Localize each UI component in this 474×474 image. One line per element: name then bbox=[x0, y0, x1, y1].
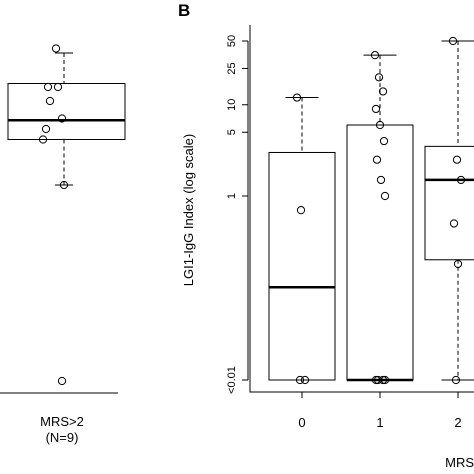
box-group bbox=[346, 54, 414, 382]
y-tick-label: 10 bbox=[226, 99, 238, 111]
panel-b-label: B bbox=[178, 1, 190, 20]
data-point bbox=[371, 375, 381, 385]
box-series bbox=[268, 36, 474, 385]
data-point bbox=[451, 375, 461, 385]
x-tick-label: 1 bbox=[376, 415, 383, 430]
box-body bbox=[346, 124, 414, 381]
data-point bbox=[452, 155, 462, 164]
box-body bbox=[268, 151, 336, 381]
data-point bbox=[292, 93, 302, 102]
data-point bbox=[376, 175, 386, 185]
panel-a-data-point bbox=[57, 114, 67, 123]
data-point bbox=[300, 375, 310, 385]
panel-a-data-point bbox=[43, 82, 53, 92]
data-point bbox=[380, 375, 390, 385]
panel-a-category-sublabel: (N=9) bbox=[46, 430, 79, 445]
x-tick-label: 0 bbox=[298, 415, 305, 430]
panel-a-box-body bbox=[7, 83, 126, 140]
y-tick-label: 1 bbox=[226, 193, 238, 199]
data-point bbox=[375, 120, 385, 130]
data-point bbox=[295, 375, 305, 385]
box-group bbox=[268, 97, 336, 381]
panel-a-data-point bbox=[38, 135, 48, 144]
data-point bbox=[370, 51, 380, 60]
x-ticks: 0 1 2 bbox=[298, 392, 462, 430]
panel-a-data-point bbox=[53, 82, 63, 92]
y-tick-label: 5 bbox=[226, 129, 238, 135]
panel-a-data-point bbox=[41, 124, 51, 134]
data-point bbox=[379, 136, 389, 146]
data-point bbox=[374, 73, 384, 82]
x-axis-label-partial: MRS bbox=[445, 455, 474, 470]
y-tick-label: 25 bbox=[226, 62, 238, 74]
panel-a-data-point bbox=[57, 376, 67, 386]
panel-a: MRS>2 (N=9) bbox=[0, 392, 118, 445]
box-group bbox=[424, 40, 474, 381]
data-point bbox=[372, 155, 382, 164]
data-point bbox=[380, 191, 390, 201]
panel-a-data-point bbox=[45, 96, 55, 106]
y-tick-label: 50 bbox=[226, 35, 238, 47]
data-point bbox=[296, 206, 306, 215]
panel-b: B LGI1-IgG Index (log scale) MRS <0.01 1 5… bbox=[178, 1, 474, 470]
y-tick-label: <0.01 bbox=[226, 366, 238, 394]
panel-a-boxes bbox=[7, 44, 126, 386]
x-tick-label: 2 bbox=[454, 415, 461, 430]
data-point bbox=[371, 104, 381, 114]
box-body bbox=[424, 145, 474, 261]
data-point bbox=[456, 175, 466, 185]
y-ticks: <0.01 1 5 10 25 50 bbox=[226, 35, 248, 394]
y-axis-label: LGI1-IgG Index (log scale) bbox=[181, 134, 196, 286]
plot-frame bbox=[249, 25, 474, 393]
data-point bbox=[378, 87, 388, 96]
panel-a-category-label: MRS>2 bbox=[40, 414, 84, 429]
panel-a-data-point bbox=[59, 180, 69, 190]
data-point bbox=[453, 259, 463, 269]
data-point bbox=[448, 36, 458, 46]
data-point bbox=[449, 219, 459, 228]
panel-a-data-point bbox=[51, 44, 61, 53]
